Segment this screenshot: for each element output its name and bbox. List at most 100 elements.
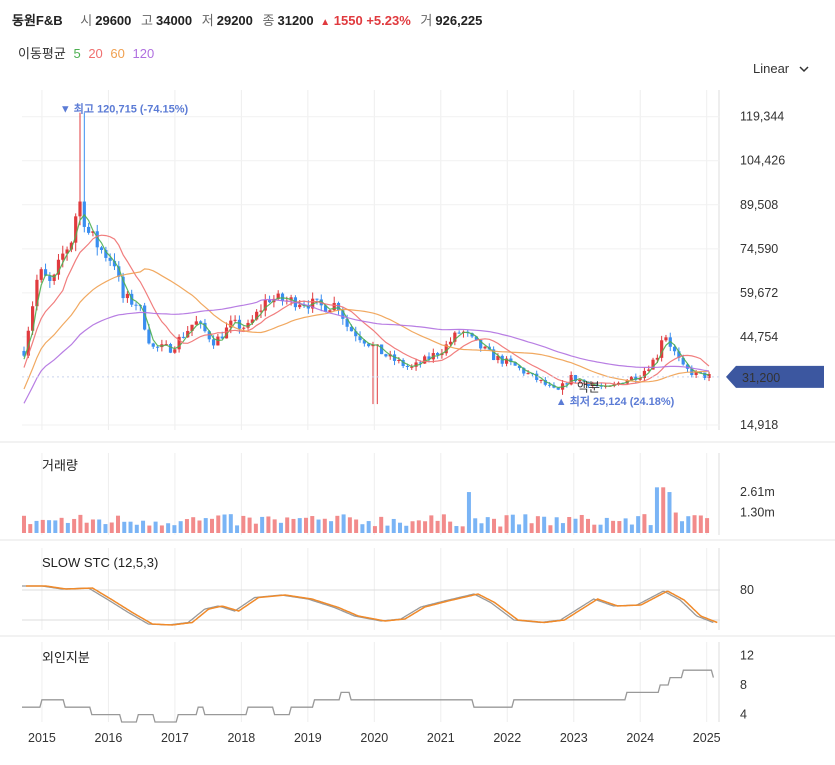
candle-body: [323, 305, 328, 312]
candle-body: [543, 379, 547, 385]
volume-value: 926,225: [435, 13, 483, 28]
volume-bar: [134, 524, 139, 533]
candle-body: [173, 349, 177, 353]
volume-bar: [485, 517, 490, 533]
candle-body: [35, 279, 39, 307]
x-tick-label-6: 2021: [427, 731, 455, 745]
ma-5-label[interactable]: 5: [73, 46, 81, 61]
high-value: 34000: [155, 13, 193, 28]
candle-body: [629, 376, 634, 381]
x-tick-label-8: 2023: [560, 731, 588, 745]
stock-name: 동원F&B: [12, 13, 63, 28]
volume-bar: [285, 517, 290, 533]
candle-body: [315, 298, 319, 300]
volume-bar: [253, 523, 258, 533]
volume-bar: [510, 514, 515, 533]
price-tick-label-2: 89,508: [740, 198, 778, 212]
candle-body: [203, 322, 207, 332]
candle-body: [685, 364, 690, 369]
candle-body: [87, 226, 91, 233]
volume-bar: [416, 520, 421, 533]
volume-bar: [492, 518, 497, 533]
ma-60-label[interactable]: 60: [110, 46, 125, 61]
volume-bar: [642, 514, 647, 533]
ma-120-label[interactable]: 120: [132, 46, 155, 61]
volume-bar: [379, 516, 384, 533]
current-price-tag: [726, 365, 824, 388]
candle-body: [112, 260, 117, 267]
volume-bar: [560, 523, 565, 533]
stc-d-line: [26, 585, 718, 626]
candle-body: [267, 300, 272, 303]
candle-body: [151, 343, 155, 347]
candle-body: [39, 269, 43, 280]
low-value: 29200: [216, 13, 253, 28]
candle-body: [410, 366, 414, 368]
volume-bar: [548, 525, 553, 533]
ma-legend-label: 이동평균: [18, 46, 66, 61]
stock-header: 동원F&B 시 29600 고 34000 저 29200 종 31200 ▲ 1550…: [12, 10, 482, 29]
candle-body: [229, 320, 233, 328]
volume-bar: [72, 518, 77, 533]
candle-body: [492, 349, 496, 361]
price-tick-label-4: 59,672: [740, 286, 778, 300]
candle-body: [548, 384, 552, 386]
candle-body: [664, 337, 668, 341]
candle-body: [634, 376, 638, 380]
volume-bar: [178, 521, 183, 533]
candle-body: [444, 344, 448, 354]
scale-selector[interactable]: Linear: [753, 61, 809, 76]
candle-body: [638, 378, 642, 380]
volume-bar: [504, 515, 509, 533]
volume-bar: [523, 514, 528, 533]
volume-bar: [210, 518, 215, 533]
candle-body: [306, 305, 310, 309]
stc-tick-label-0: 80: [740, 583, 754, 597]
volume-tick-label-0: 2.61m: [740, 485, 775, 499]
candle-body: [99, 247, 104, 251]
price-tick-label-1: 104,426: [740, 154, 785, 168]
candle-body: [199, 321, 203, 323]
candle-body: [194, 321, 198, 325]
candle-body: [660, 340, 664, 358]
volume-bar: [423, 521, 428, 533]
candle-body: [345, 318, 349, 327]
candle-body: [436, 353, 440, 356]
volume-bar: [228, 514, 233, 533]
volume-bar: [235, 525, 240, 533]
candle-body: [354, 331, 358, 337]
candle-body: [43, 269, 48, 276]
volume-bar: [90, 519, 95, 533]
candle-body: [220, 336, 224, 339]
split-marker: 액분: [577, 380, 600, 394]
ma-20-label[interactable]: 20: [88, 46, 103, 61]
x-tick-label-4: 2019: [294, 731, 322, 745]
volume-bar: [435, 520, 440, 533]
volume-bar: [266, 516, 271, 533]
candle-body: [31, 306, 35, 331]
volume-bar: [84, 522, 89, 533]
volume-bar: [191, 517, 196, 533]
candle-body: [642, 370, 647, 379]
candle-body: [591, 384, 595, 386]
foreign-tick-label-1: 8: [740, 678, 747, 692]
volume-bar: [667, 492, 672, 533]
candle-body: [698, 371, 703, 373]
candle-body: [367, 343, 371, 347]
volume-bar: [460, 526, 465, 533]
volume-bar: [109, 522, 114, 533]
volume-bar: [354, 519, 359, 533]
ma-legend[interactable]: 이동평균 5 20 60 120: [18, 43, 158, 62]
candle-body: [341, 310, 345, 319]
volume-bar: [592, 524, 597, 533]
volume-bar: [247, 517, 252, 533]
candle-body: [246, 322, 250, 328]
change-value: 1550: [333, 13, 363, 28]
x-tick-label-2: 2017: [161, 731, 189, 745]
volume-bar: [366, 521, 371, 533]
candle-body: [677, 351, 681, 358]
volume-bar: [466, 492, 471, 533]
volume-bar: [40, 519, 45, 533]
volume-bar: [203, 518, 208, 533]
